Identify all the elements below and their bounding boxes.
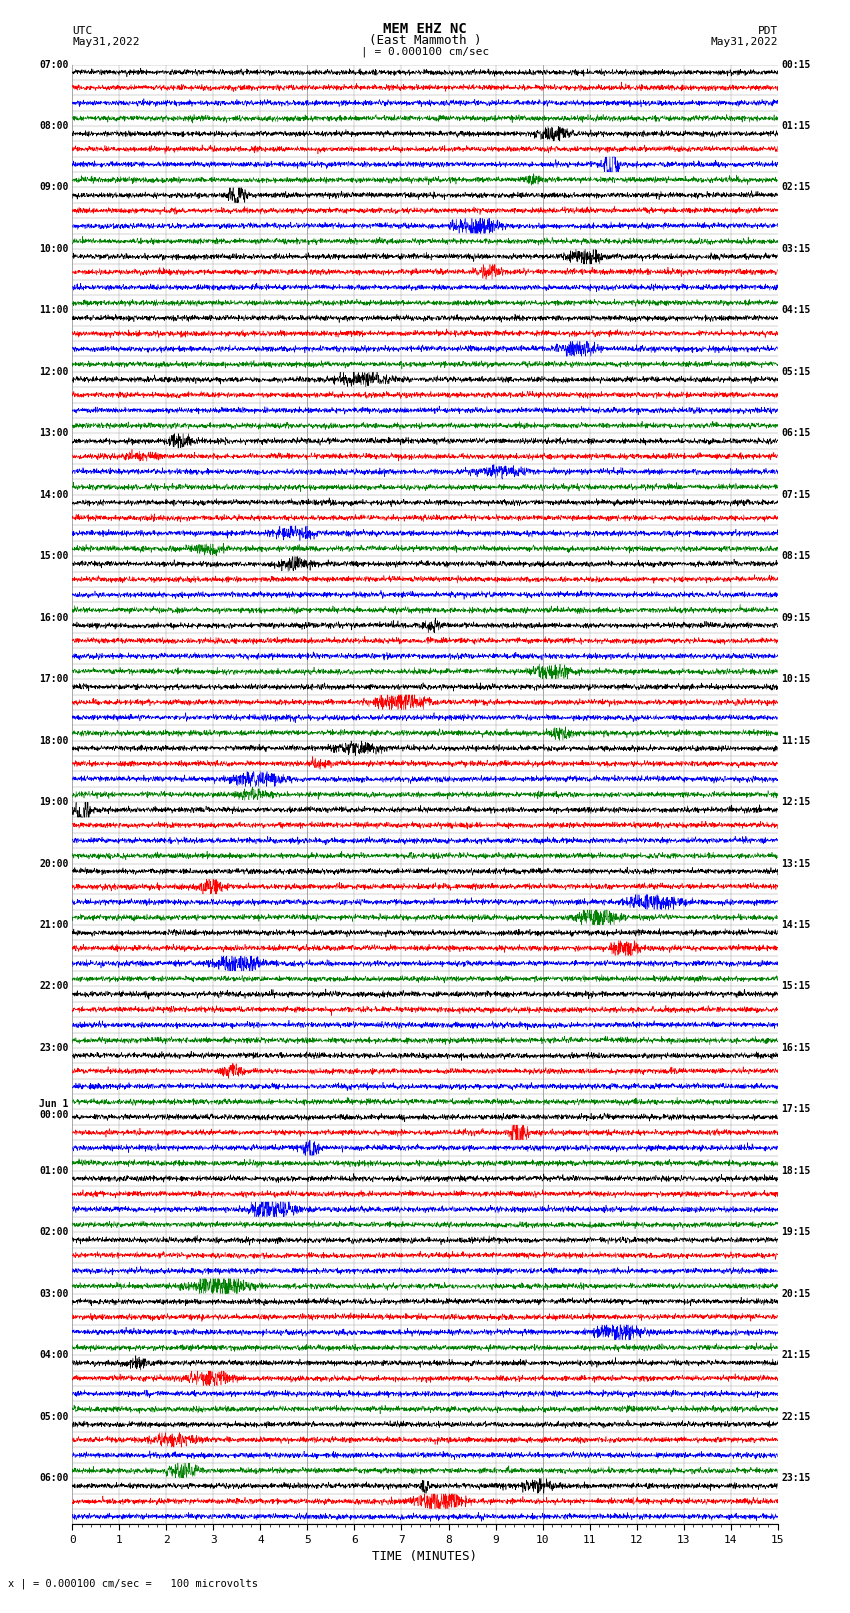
Text: 23:15: 23:15	[781, 1473, 811, 1484]
Text: 05:15: 05:15	[781, 366, 811, 377]
Text: 19:15: 19:15	[781, 1227, 811, 1237]
Text: MEM EHZ NC: MEM EHZ NC	[383, 23, 467, 37]
Text: 10:00: 10:00	[39, 244, 69, 253]
Text: x | = 0.000100 cm/sec =   100 microvolts: x | = 0.000100 cm/sec = 100 microvolts	[8, 1578, 258, 1589]
Text: 07:00: 07:00	[39, 60, 69, 69]
Text: 09:15: 09:15	[781, 613, 811, 623]
Text: 05:00: 05:00	[39, 1411, 69, 1421]
Text: UTC: UTC	[72, 26, 93, 37]
Text: 02:00: 02:00	[39, 1227, 69, 1237]
Text: 23:00: 23:00	[39, 1044, 69, 1053]
Text: 16:00: 16:00	[39, 613, 69, 623]
Text: 02:15: 02:15	[781, 182, 811, 192]
Text: 22:00: 22:00	[39, 981, 69, 992]
Text: 04:15: 04:15	[781, 305, 811, 316]
Text: 15:00: 15:00	[39, 552, 69, 561]
Text: 17:15: 17:15	[781, 1105, 811, 1115]
Text: 12:15: 12:15	[781, 797, 811, 806]
Text: 06:00: 06:00	[39, 1473, 69, 1484]
Text: 21:00: 21:00	[39, 919, 69, 931]
Text: 04:00: 04:00	[39, 1350, 69, 1360]
Text: 03:00: 03:00	[39, 1289, 69, 1298]
Text: 08:00: 08:00	[39, 121, 69, 131]
Text: Jun 1
00:00: Jun 1 00:00	[39, 1098, 69, 1119]
Text: 14:00: 14:00	[39, 490, 69, 500]
Text: 19:00: 19:00	[39, 797, 69, 806]
Text: 13:00: 13:00	[39, 429, 69, 439]
Text: 14:15: 14:15	[781, 919, 811, 931]
Text: 17:00: 17:00	[39, 674, 69, 684]
Text: 10:15: 10:15	[781, 674, 811, 684]
Text: May31,2022: May31,2022	[72, 37, 139, 47]
Text: 01:15: 01:15	[781, 121, 811, 131]
X-axis label: TIME (MINUTES): TIME (MINUTES)	[372, 1550, 478, 1563]
Text: 07:15: 07:15	[781, 490, 811, 500]
Text: 11:00: 11:00	[39, 305, 69, 316]
Text: 21:15: 21:15	[781, 1350, 811, 1360]
Text: 22:15: 22:15	[781, 1411, 811, 1421]
Text: 00:15: 00:15	[781, 60, 811, 69]
Text: 12:00: 12:00	[39, 366, 69, 377]
Text: | = 0.000100 cm/sec: | = 0.000100 cm/sec	[361, 47, 489, 58]
Text: 18:00: 18:00	[39, 736, 69, 745]
Text: 16:15: 16:15	[781, 1044, 811, 1053]
Text: 13:15: 13:15	[781, 858, 811, 868]
Text: 20:00: 20:00	[39, 858, 69, 868]
Text: 20:15: 20:15	[781, 1289, 811, 1298]
Text: PDT: PDT	[757, 26, 778, 37]
Text: 06:15: 06:15	[781, 429, 811, 439]
Text: 03:15: 03:15	[781, 244, 811, 253]
Text: May31,2022: May31,2022	[711, 37, 778, 47]
Text: 08:15: 08:15	[781, 552, 811, 561]
Text: 18:15: 18:15	[781, 1166, 811, 1176]
Text: 01:00: 01:00	[39, 1166, 69, 1176]
Text: 15:15: 15:15	[781, 981, 811, 992]
Text: (East Mammoth ): (East Mammoth )	[369, 34, 481, 47]
Text: 09:00: 09:00	[39, 182, 69, 192]
Text: 11:15: 11:15	[781, 736, 811, 745]
